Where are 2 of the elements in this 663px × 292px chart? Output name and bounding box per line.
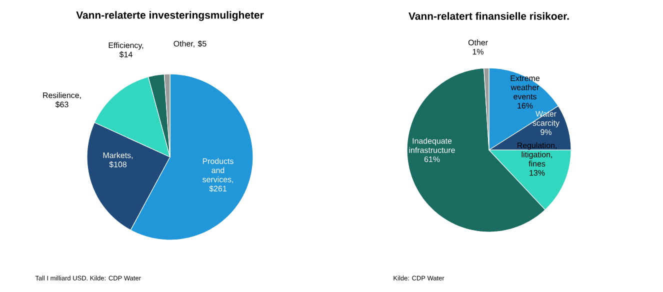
chart-title: Vann-relaterte investeringsmuligheter	[76, 11, 264, 21]
chart-title: Vann-relatert finansielle risikoer.	[408, 12, 569, 20]
